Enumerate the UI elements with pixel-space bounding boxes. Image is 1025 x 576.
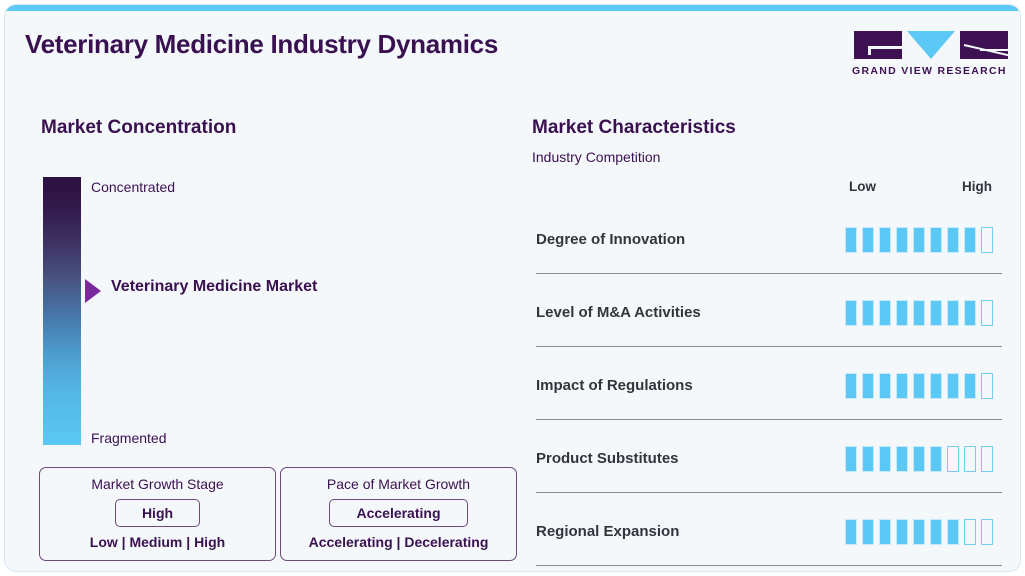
concentration-gradient-bar (43, 177, 81, 445)
logo-letter-r-icon (960, 31, 1008, 59)
rating-bar-filled (896, 300, 908, 326)
characteristic-row: Degree of Innovation (532, 205, 1002, 278)
rating-bar-empty (981, 300, 993, 326)
rating-bar-filled (879, 519, 891, 545)
rating-bar-filled (930, 300, 942, 326)
rating-bar-filled (964, 227, 976, 253)
pace-of-market-growth-scale: Accelerating | Decelerating (308, 534, 489, 550)
characteristic-row: Level of M&A Activities (532, 278, 1002, 351)
infographic-card: Veterinary Medicine Industry Dynamics GR… (4, 4, 1021, 572)
row-divider (536, 273, 1002, 274)
rating-bar-empty (981, 446, 993, 472)
rating-bar-filled (845, 519, 857, 545)
logo-g-stub (868, 46, 871, 55)
rating-bar-filled (845, 227, 857, 253)
row-divider (536, 492, 1002, 493)
logo-marks (850, 29, 1008, 61)
market-growth-stage-caption: Market Growth Stage (91, 476, 224, 492)
rating-bar-filled (896, 519, 908, 545)
rating-bar-filled (862, 227, 874, 253)
rating-bar-filled (879, 300, 891, 326)
pace-of-market-growth-value: Accelerating (329, 499, 468, 527)
rating-bar-filled (862, 519, 874, 545)
rating-bar-filled (964, 373, 976, 399)
grand-view-research-logo: GRAND VIEW RESEARCH (850, 29, 1008, 81)
market-position-arrow-icon (85, 279, 101, 303)
characteristic-rating-bars (845, 227, 993, 253)
rating-bar-filled (896, 373, 908, 399)
scale-high-label: High (962, 179, 992, 194)
market-growth-stage-box: Market Growth Stage High Low | Medium | … (39, 467, 276, 561)
pace-of-market-growth-caption: Pace of Market Growth (326, 476, 471, 492)
rating-bar-filled (879, 373, 891, 399)
rating-bar-filled (913, 519, 925, 545)
logo-letter-g-icon (854, 31, 904, 59)
logo-wordmark: GRAND VIEW RESEARCH (852, 65, 1007, 77)
rating-bar-filled (896, 227, 908, 253)
market-growth-stage-value: High (114, 499, 201, 527)
rating-bar-filled (913, 373, 925, 399)
rating-bar-empty (981, 373, 993, 399)
rating-bar-filled (947, 300, 959, 326)
rating-bar-filled (913, 227, 925, 253)
rating-bar-filled (930, 373, 942, 399)
page-title: Veterinary Medicine Industry Dynamics (25, 29, 498, 59)
rating-bar-empty (964, 446, 976, 472)
characteristic-rating-bars (845, 300, 993, 326)
row-divider (536, 565, 1002, 566)
rating-bar-empty (981, 519, 993, 545)
rating-bar-filled (947, 373, 959, 399)
rating-bar-filled (930, 446, 942, 472)
rating-bar-filled (879, 227, 891, 253)
rating-bar-filled (845, 300, 857, 326)
characteristic-label: Regional Expansion (536, 523, 680, 540)
concentration-top-label: Concentrated (91, 179, 176, 195)
market-characteristics-title: Market Characteristics (532, 117, 736, 138)
rating-bar-filled (930, 227, 942, 253)
logo-g-bar (868, 46, 904, 49)
rating-bar-filled (947, 227, 959, 253)
row-divider (536, 419, 1002, 420)
rating-bar-filled (845, 446, 857, 472)
rating-bar-empty (981, 227, 993, 253)
logo-r-bar (980, 49, 1008, 51)
rating-bar-filled (845, 373, 857, 399)
logo-letter-v-icon (907, 31, 955, 59)
rating-bar-filled (862, 373, 874, 399)
rating-bar-empty (964, 519, 976, 545)
market-characteristics-subtitle: Industry Competition (532, 149, 661, 165)
rating-bar-filled (947, 519, 959, 545)
rating-bar-filled (862, 446, 874, 472)
characteristic-rating-bars (845, 519, 993, 545)
characteristic-label: Level of M&A Activities (536, 304, 701, 321)
market-growth-stage-scale: Low | Medium | High (89, 534, 226, 550)
rating-bar-filled (896, 446, 908, 472)
row-divider (536, 346, 1002, 347)
rating-bar-filled (879, 446, 891, 472)
characteristic-label: Degree of Innovation (536, 231, 686, 248)
rating-bar-filled (913, 300, 925, 326)
characteristic-row: Regional Expansion (532, 497, 1002, 570)
characteristic-label: Impact of Regulations (536, 377, 693, 394)
characteristic-rating-bars (845, 373, 993, 399)
market-concentration-title: Market Concentration (41, 117, 237, 138)
rating-bar-filled (930, 519, 942, 545)
characteristic-label: Product Substitutes (536, 450, 679, 467)
rating-bar-filled (862, 300, 874, 326)
characteristic-row: Product Substitutes (532, 424, 1002, 497)
scale-low-label: Low (849, 179, 876, 194)
rating-bar-filled (913, 446, 925, 472)
rating-bar-filled (964, 300, 976, 326)
characteristic-rating-bars (845, 446, 993, 472)
rating-bar-empty (947, 446, 959, 472)
concentration-bottom-label: Fragmented (91, 430, 167, 446)
market-position-label: Veterinary Medicine Market (111, 278, 318, 295)
pace-of-market-growth-box: Pace of Market Growth Accelerating Accel… (280, 467, 517, 561)
characteristic-row: Impact of Regulations (532, 351, 1002, 424)
card-top-accent-bar (5, 5, 1020, 11)
